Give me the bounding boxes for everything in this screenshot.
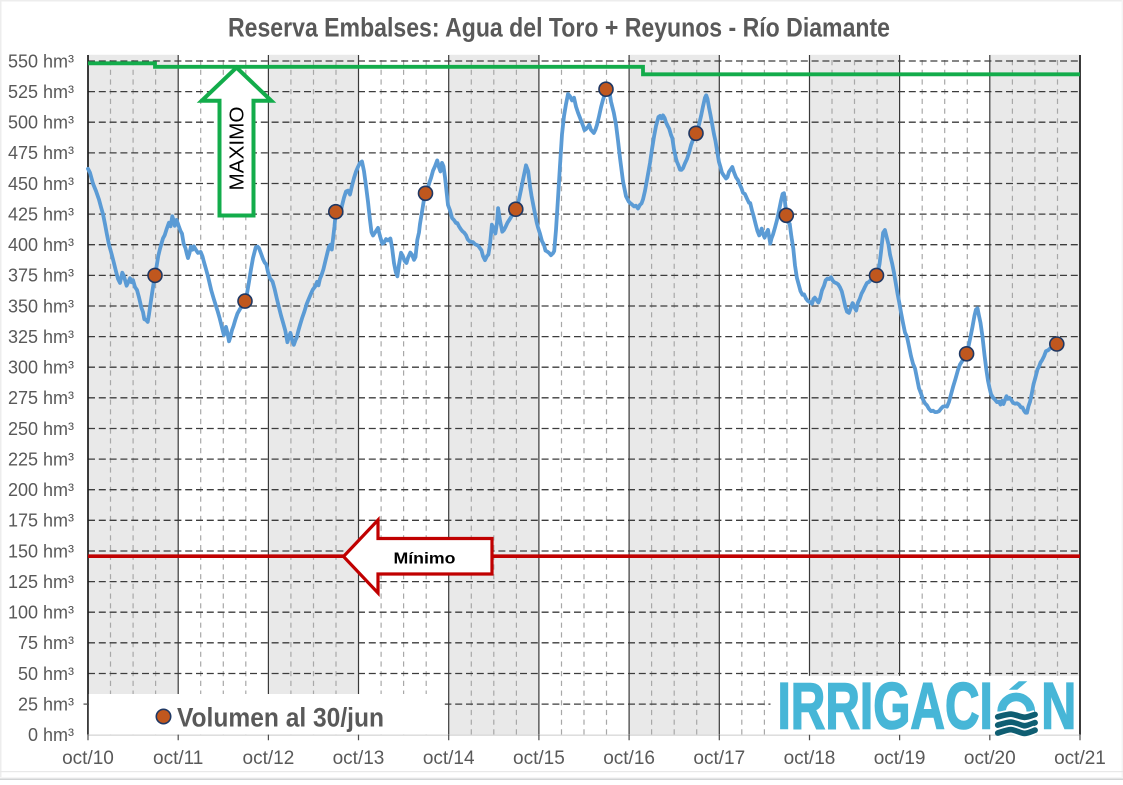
- svg-text:150 hm³: 150 hm³: [8, 541, 74, 561]
- svg-text:350 hm³: 350 hm³: [8, 296, 74, 316]
- svg-text:375 hm³: 375 hm³: [8, 266, 74, 286]
- svg-text:100 hm³: 100 hm³: [8, 603, 74, 623]
- svg-text:Mínimo: Mínimo: [394, 550, 456, 567]
- svg-text:oct/18: oct/18: [784, 748, 836, 769]
- svg-text:550 hm³: 550 hm³: [8, 51, 74, 71]
- svg-text:425 hm³: 425 hm³: [8, 204, 74, 224]
- svg-text:IRRIGACI: IRRIGACI: [778, 670, 993, 743]
- svg-text:475 hm³: 475 hm³: [8, 143, 74, 163]
- svg-text:125 hm³: 125 hm³: [8, 572, 74, 592]
- svg-text:N: N: [1041, 670, 1076, 743]
- svg-text:500 hm³: 500 hm³: [8, 113, 74, 133]
- svg-text:200 hm³: 200 hm³: [8, 480, 74, 500]
- svg-text:25 hm³: 25 hm³: [18, 694, 74, 714]
- svg-text:450 hm³: 450 hm³: [8, 174, 74, 194]
- svg-text:MAXIMO: MAXIMO: [227, 107, 249, 191]
- svg-text:oct/19: oct/19: [874, 748, 926, 769]
- svg-text:oct/11: oct/11: [153, 748, 203, 769]
- svg-text:300 hm³: 300 hm³: [8, 358, 74, 378]
- svg-text:Reserva Embalses: Agua del Tor: Reserva Embalses: Agua del Toro + Reyuno…: [228, 13, 890, 43]
- svg-text:75 hm³: 75 hm³: [18, 633, 74, 653]
- svg-text:oct/15: oct/15: [513, 748, 565, 769]
- svg-text:0 hm³: 0 hm³: [28, 725, 74, 745]
- svg-text:Volumen al 30/jun: Volumen al 30/jun: [177, 703, 384, 733]
- svg-text:50 hm³: 50 hm³: [18, 664, 74, 684]
- svg-text:400 hm³: 400 hm³: [8, 235, 74, 255]
- svg-text:250 hm³: 250 hm³: [8, 419, 74, 439]
- svg-text:275 hm³: 275 hm³: [8, 388, 74, 408]
- svg-text:oct/16: oct/16: [603, 748, 655, 769]
- svg-text:225 hm³: 225 hm³: [8, 449, 74, 469]
- svg-text:oct/17: oct/17: [693, 748, 745, 769]
- svg-text:oct/13: oct/13: [333, 748, 385, 769]
- svg-text:oct/12: oct/12: [243, 748, 295, 769]
- svg-text:oct/21: oct/21: [1054, 748, 1106, 769]
- svg-text:oct/20: oct/20: [964, 748, 1016, 769]
- svg-text:oct/10: oct/10: [62, 748, 114, 769]
- svg-text:oct/14: oct/14: [423, 748, 475, 769]
- svg-text:325 hm³: 325 hm³: [8, 327, 74, 347]
- svg-text:175 hm³: 175 hm³: [8, 511, 74, 531]
- svg-text:525 hm³: 525 hm³: [8, 82, 74, 102]
